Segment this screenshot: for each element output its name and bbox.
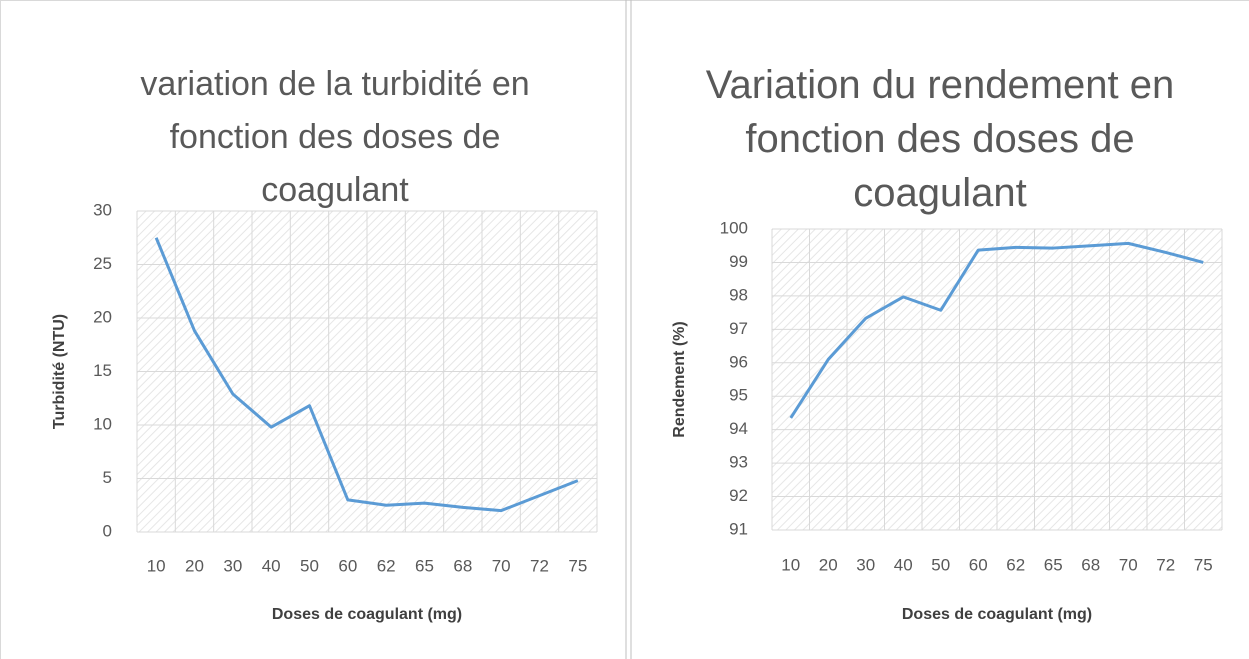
x-tick-label: 30 bbox=[856, 555, 875, 574]
x-tick-label: 50 bbox=[300, 556, 319, 575]
x-tick-label: 20 bbox=[819, 555, 838, 574]
y-tick-label: 97 bbox=[729, 319, 748, 338]
x-tick-label: 62 bbox=[1006, 555, 1025, 574]
y-tick-label: 100 bbox=[720, 218, 748, 237]
x-tick-label: 10 bbox=[781, 555, 800, 574]
chart-title: variation de la turbidité en fonction de… bbox=[140, 65, 530, 209]
x-tick-label: 50 bbox=[931, 555, 950, 574]
x-tick-label: 10 bbox=[147, 556, 166, 575]
x-axis-title: Doses de coagulant (mg) bbox=[902, 606, 1092, 623]
y-tick-label: 20 bbox=[93, 307, 112, 326]
y-tick-label: 98 bbox=[729, 285, 748, 304]
y-tick-label: 25 bbox=[93, 254, 112, 273]
x-tick-label: 60 bbox=[969, 555, 988, 574]
x-tick-label: 40 bbox=[262, 556, 281, 575]
y-tick-label: 95 bbox=[729, 386, 748, 405]
x-tick-label: 40 bbox=[894, 555, 913, 574]
x-tick-label: 68 bbox=[453, 556, 472, 575]
x-tick-label: 20 bbox=[185, 556, 204, 575]
x-tick-label: 60 bbox=[338, 556, 357, 575]
x-tick-label: 68 bbox=[1081, 555, 1100, 574]
x-tick-label: 70 bbox=[492, 556, 511, 575]
y-tick-label: 30 bbox=[93, 200, 112, 219]
x-tick-label: 62 bbox=[377, 556, 396, 575]
y-tick-label: 91 bbox=[729, 519, 748, 538]
y-tick-label: 0 bbox=[103, 521, 112, 540]
y-axis-title: Rendement (%) bbox=[671, 321, 688, 437]
data-line bbox=[154, 237, 579, 513]
x-tick-label: 65 bbox=[415, 556, 434, 575]
y-axis-title: Turbidité (NTU) bbox=[51, 314, 68, 429]
x-tick-label: 65 bbox=[1044, 555, 1063, 574]
y-tick-label: 96 bbox=[729, 352, 748, 371]
x-tick-label: 75 bbox=[568, 556, 587, 575]
x-tick-label: 75 bbox=[1194, 555, 1213, 574]
y-tick-label: 10 bbox=[93, 414, 112, 433]
y-tick-label: 15 bbox=[93, 361, 112, 380]
x-tick-label: 72 bbox=[1156, 555, 1175, 574]
data-line bbox=[789, 241, 1204, 419]
x-tick-label: 70 bbox=[1119, 555, 1138, 574]
x-axis-title: Doses de coagulant (mg) bbox=[272, 606, 462, 623]
y-tick-label: 99 bbox=[729, 252, 748, 271]
y-tick-label: 94 bbox=[729, 419, 748, 438]
y-tick-label: 92 bbox=[729, 486, 748, 505]
y-tick-label: 93 bbox=[729, 453, 748, 472]
x-tick-label: 72 bbox=[530, 556, 549, 575]
y-tick-label: 5 bbox=[103, 468, 112, 487]
chart-title: Variation du rendement en fonction des d… bbox=[705, 63, 1175, 215]
x-tick-label: 30 bbox=[223, 556, 242, 575]
